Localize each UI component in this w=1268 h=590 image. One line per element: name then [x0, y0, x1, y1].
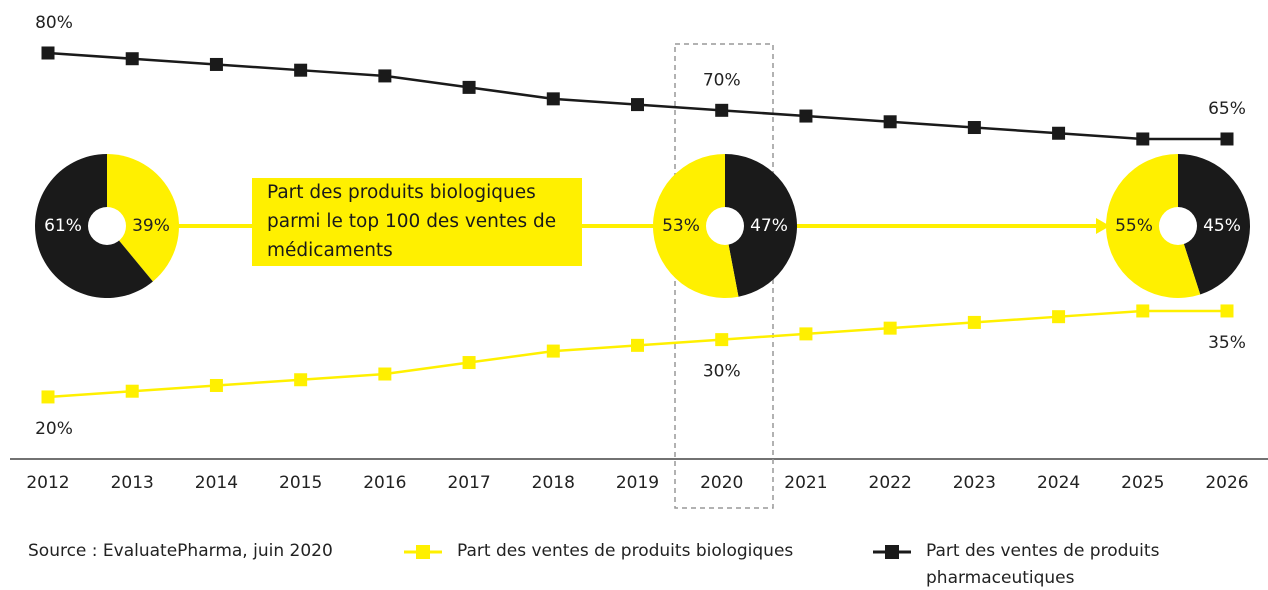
pie-label: 55% — [1115, 216, 1153, 236]
marker — [546, 344, 560, 358]
pie-slice — [107, 154, 180, 282]
donut-hole — [1159, 207, 1197, 245]
x-tick-label: 2014 — [195, 473, 238, 493]
x-tick-label: 2021 — [784, 473, 827, 493]
marker — [125, 52, 139, 66]
x-tick-label: 2020 — [700, 473, 743, 493]
arrow-head — [1096, 218, 1110, 234]
pie-label: 39% — [132, 216, 170, 236]
marker — [883, 115, 897, 129]
pie-label: 45% — [1203, 216, 1241, 236]
marker — [125, 384, 139, 398]
marker — [546, 92, 560, 106]
pie-label: 53% — [662, 216, 700, 236]
marker — [209, 57, 223, 71]
marker — [378, 69, 392, 83]
line — [47, 309, 1227, 399]
pie-label: 47% — [750, 216, 788, 236]
marker — [799, 109, 813, 123]
pie-slice — [725, 154, 798, 297]
marker — [1052, 126, 1066, 140]
line — [47, 51, 1227, 141]
marker — [1136, 132, 1150, 146]
data-label: 20% — [35, 419, 73, 439]
x-tick-label: 2019 — [616, 473, 659, 493]
marker — [967, 121, 981, 135]
marker — [715, 103, 729, 117]
marker — [1220, 304, 1234, 318]
x-tick-label: 2026 — [1205, 473, 1248, 493]
x-tick-label: 2023 — [953, 473, 996, 493]
donut-hole — [706, 207, 744, 245]
legend-swatch — [416, 545, 430, 559]
x-tick-label: 2016 — [363, 473, 406, 493]
marker — [294, 63, 308, 77]
marker — [41, 390, 55, 404]
marker — [799, 327, 813, 341]
annotation: Part des produits biologiques parmi le t… — [252, 178, 582, 266]
marker — [378, 367, 392, 381]
x-tick-label: 2012 — [26, 473, 69, 493]
marker — [631, 338, 644, 352]
marker — [1052, 310, 1066, 324]
data-label: 65% — [1208, 99, 1246, 119]
marker — [1136, 304, 1150, 318]
pie-slice — [1106, 154, 1201, 298]
x-tick-label: 2013 — [111, 473, 154, 493]
marker — [715, 333, 729, 347]
pie-label: 61% — [44, 216, 82, 236]
x-tick-label: 2024 — [1037, 473, 1080, 493]
data-label: 80% — [35, 13, 73, 33]
data-label: 30% — [703, 362, 741, 382]
marker — [41, 46, 55, 60]
marker — [967, 315, 981, 329]
data-label: 35% — [1208, 333, 1246, 353]
pie-slice — [1178, 154, 1251, 295]
marker — [462, 356, 476, 370]
marker — [462, 80, 476, 94]
pie-slice — [653, 154, 739, 298]
marker — [1220, 132, 1234, 146]
marker — [209, 378, 223, 392]
x-tick-label: 2025 — [1121, 473, 1164, 493]
x-tick-label: 2022 — [869, 473, 912, 493]
legend-label: Part des ventes de produits pharmaceutiq… — [926, 541, 1160, 588]
x-tick-label: 2018 — [532, 473, 575, 493]
x-tick-label: 2015 — [279, 473, 322, 493]
legend-label: Part des ventes de produits biologiques — [457, 541, 794, 561]
legend-swatch — [885, 545, 899, 559]
marker — [631, 98, 644, 112]
marker — [883, 321, 897, 335]
source: Source : EvaluatePharma, juin 2020 — [28, 541, 333, 561]
data-label: 70% — [703, 70, 741, 90]
x-tick-label: 2017 — [447, 473, 490, 493]
marker — [294, 373, 308, 387]
donut-hole — [88, 207, 126, 245]
